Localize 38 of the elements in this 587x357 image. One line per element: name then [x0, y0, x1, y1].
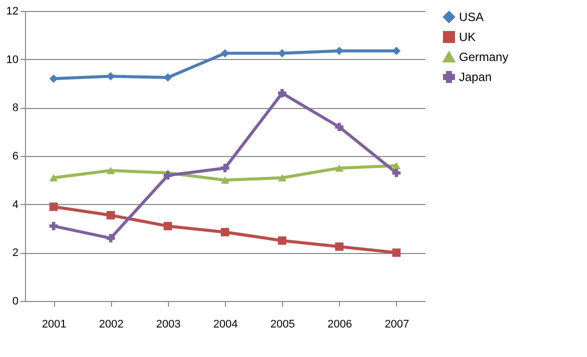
point — [392, 162, 401, 170]
point — [106, 211, 115, 220]
x-tick-label: 2005 — [270, 318, 295, 330]
point — [220, 176, 230, 184]
point — [220, 228, 230, 236]
point — [49, 174, 58, 182]
point — [278, 88, 286, 98]
legend-label: UK — [459, 30, 476, 44]
y-tick-label: 8 — [12, 102, 18, 114]
point — [106, 166, 115, 174]
legend-label: Germany — [459, 50, 508, 64]
y-tick-label: 4 — [12, 198, 18, 211]
point — [335, 122, 344, 132]
y-tick-label: 6 — [12, 150, 18, 162]
point — [106, 234, 115, 242]
point — [392, 248, 401, 257]
x-tick-label: 2004 — [213, 318, 238, 330]
point — [164, 222, 172, 230]
x-tick-label: 2002 — [98, 318, 124, 330]
point — [278, 174, 286, 182]
point — [335, 164, 344, 172]
point — [335, 242, 344, 251]
x-tick-label: 2006 — [328, 318, 352, 330]
x-tick-label: 2001 — [42, 318, 66, 330]
y-tick-label: 0 — [12, 296, 18, 308]
point — [278, 236, 286, 245]
y-tick-label: 12 — [6, 6, 18, 18]
point — [220, 164, 230, 172]
legend-label: USA — [459, 10, 484, 24]
y-tick-label: 10 — [6, 54, 18, 66]
point — [49, 222, 58, 230]
x-tick-label: 2007 — [384, 318, 410, 330]
point — [164, 171, 172, 180]
point — [49, 202, 58, 211]
y-tick-label: 2 — [12, 247, 18, 260]
legend-label: Japan — [459, 70, 492, 84]
point — [392, 168, 401, 178]
x-tick-label: 2003 — [156, 318, 181, 330]
